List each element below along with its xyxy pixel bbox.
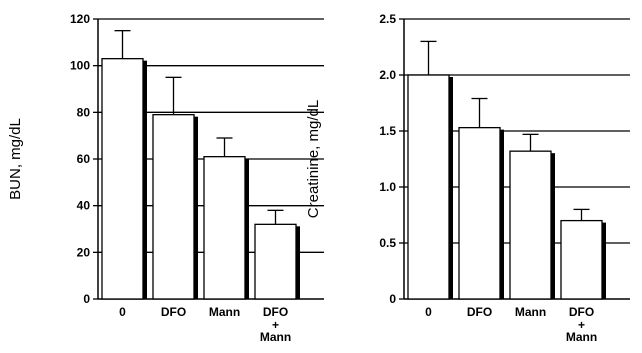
bar	[509, 150, 552, 300]
y-tick-label: 100	[70, 59, 90, 73]
y-tick-label: 120	[70, 12, 90, 26]
x-tick-label: Mann	[515, 305, 546, 319]
y-tick-label: 20	[77, 245, 91, 259]
x-tick-label-line: 0	[119, 305, 126, 319]
x-tick-label-line: +	[272, 318, 279, 332]
y-tick-label: 80	[77, 105, 91, 119]
y-tick-label: 60	[77, 152, 91, 166]
y-tick-label: 0	[389, 292, 396, 306]
y-axis-label: BUN, mg/dL	[7, 118, 24, 200]
bar	[560, 219, 603, 300]
bar	[458, 126, 501, 300]
y-tick-label: 2.0	[379, 68, 396, 82]
bar	[101, 58, 144, 300]
x-tick-label-line: Mann	[566, 330, 597, 344]
y-tick-label: 0	[83, 292, 90, 306]
x-tick-label: DFO + Mann	[566, 305, 597, 344]
bar	[203, 156, 246, 300]
x-tick-label: 0	[119, 305, 126, 319]
x-tick-label-line: Mann	[515, 305, 546, 319]
x-tick-label: DFO + Mann	[260, 305, 291, 344]
y-tick-label: 1.5	[379, 124, 396, 138]
bar	[407, 74, 450, 300]
y-tick-label: 0.5	[379, 236, 396, 250]
x-tick-label-line: DFO	[263, 305, 288, 319]
x-tick-label-line: Mann	[260, 330, 291, 344]
x-tick-label-line: Mann	[209, 305, 240, 319]
x-tick-label-line: 0	[425, 305, 432, 319]
x-tick-label-line: DFO	[569, 305, 594, 319]
y-tick-label: 40	[77, 199, 91, 213]
y-tick-label: 2.5	[379, 12, 396, 26]
bar	[254, 223, 297, 300]
x-tick-label: DFO	[467, 305, 492, 319]
x-tick-label-line: DFO	[161, 305, 186, 319]
x-tick-label-line: DFO	[467, 305, 492, 319]
bar	[152, 114, 195, 300]
y-tick-label: 1.0	[379, 180, 396, 194]
y-axis-label: Creatinine, mg/dL	[305, 100, 322, 218]
chart-2: 0 0.5 1.0 1.5 2.0 2.5 Creatinine, mg/dL 0 DFO Man…	[305, 12, 630, 344]
x-tick-label: DFO	[161, 305, 186, 319]
x-tick-label: Mann	[209, 305, 240, 319]
x-tick-label: 0	[425, 305, 432, 319]
x-tick-label-line: +	[578, 318, 585, 332]
